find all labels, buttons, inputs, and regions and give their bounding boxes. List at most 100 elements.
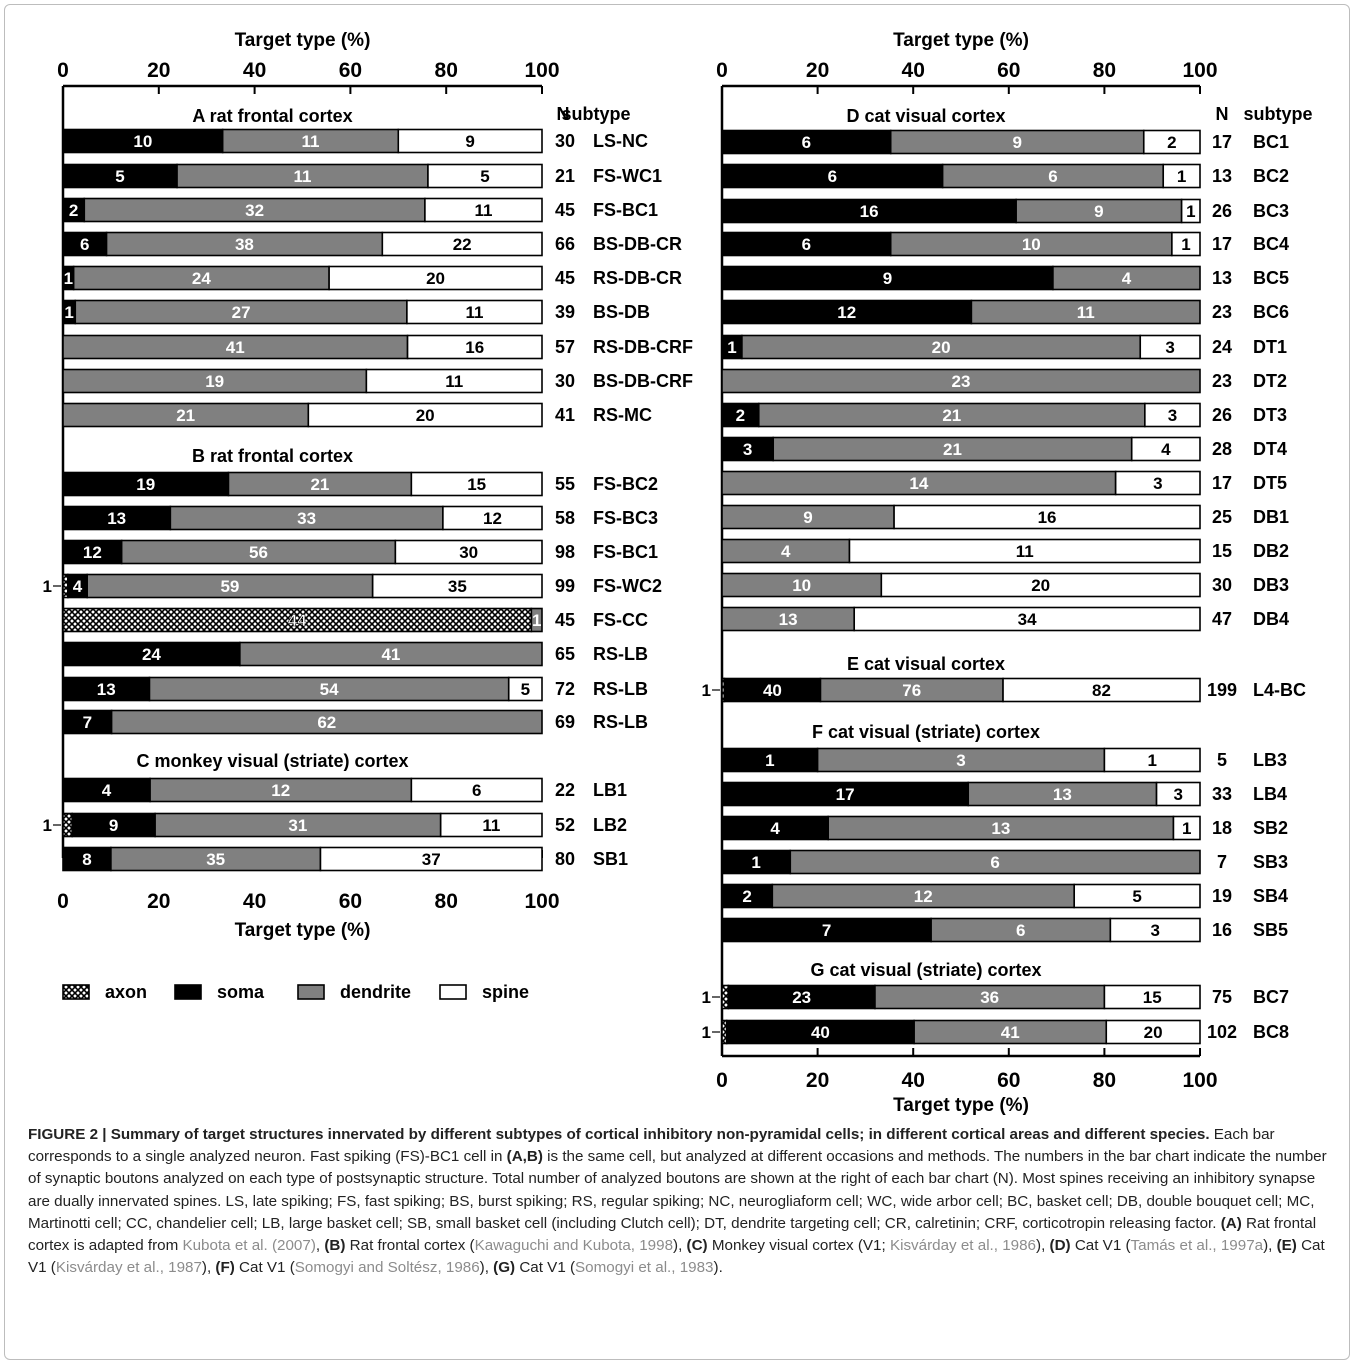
bar-value-label: 13 [107,509,126,528]
bar-segment-spine [442,505,543,531]
bar-segment-spine [1139,334,1201,360]
bar-value-label: 11 [294,167,312,186]
caption-reference-link[interactable]: Kisvárday et al., 1986 [889,1237,1037,1255]
bar-value-label: 4 [102,781,112,800]
bar-value-label: 4 [1161,440,1171,459]
bar-value-label: 41 [381,645,400,664]
subtype-label: BC3 [1253,201,1289,221]
caption-bold: (A) [1220,1214,1242,1232]
bar-value-label: 3 [1165,338,1174,357]
bar-value-label: 13 [97,680,116,699]
bar-value-label: 3 [1168,406,1177,425]
legend-label-spine: spine [482,982,529,1002]
caption-text: Cat V1 ( [1070,1237,1131,1255]
bar-value-label: 22 [453,235,472,254]
bar-value-label: 20 [416,406,435,425]
bar-value-label: 16 [1038,508,1057,527]
x-tick-label: 20 [806,1069,829,1092]
bar-value-label: 34 [1018,610,1037,629]
bar-value-label: 23 [792,988,811,1007]
x-tick-label: 0 [716,1069,728,1092]
n-column-header: N [557,104,570,124]
x-tick-label: 20 [147,890,170,913]
bar-segment-spine [1073,883,1201,909]
caption-reference-link[interactable]: Kubota et al. (2007) [182,1237,316,1255]
bar-value-label: 15 [467,475,486,494]
n-value: 30 [555,371,575,391]
bar-segment-spine [307,402,543,428]
panel-title-c: C monkey visual (striate) cortex [136,751,408,771]
x-axis-title-top: Target type (%) [893,30,1029,51]
bar-value-label: 13 [779,610,798,629]
bar-segment-spine [507,676,543,702]
bar-value-label: 41 [1001,1023,1020,1042]
bar-value-label: 41 [226,338,245,357]
caption-text: Cat V1 ( [515,1259,576,1277]
bar-value-label: 82 [1092,681,1111,700]
axon-count-label: 1 [43,816,52,835]
caption-reference-link[interactable]: Kisvárday et al., 1987 [55,1259,202,1277]
n-value: 80 [555,849,575,869]
caption-reference-link[interactable]: Kawaguchi and Kubota, 1998 [474,1237,674,1255]
n-value: 98 [555,542,575,562]
bar-value-label: 6 [802,133,811,152]
caption-bold: (F) [215,1259,235,1277]
n-value: 28 [1212,439,1232,459]
subtype-label: DT5 [1253,473,1287,493]
bar-value-label: 12 [483,509,502,528]
bar-value-label: 10 [133,132,152,151]
subtype-label: FS-CC [593,610,648,630]
bar-value-label: 20 [932,338,951,357]
bar-value-label: 35 [206,850,225,869]
bar-segment-spine [397,128,543,154]
subtype-label: RS-DB-CR [593,268,682,288]
subtype-label: BS-DB-CRF [593,371,693,391]
bar-value-label: 10 [792,576,811,595]
n-value: 21 [555,166,575,186]
n-value: 199 [1207,680,1237,700]
bar-value-label: 15 [1143,988,1162,1007]
bar-value-label: 16 [465,338,484,357]
axon-count-label: 1 [702,681,711,700]
bar-value-label: 12 [271,781,290,800]
caption-text: is the same cell, but analyzed at differ… [28,1148,1327,1232]
bar-value-label: 11 [482,816,500,835]
legend-swatch-soma [174,984,202,1000]
caption-text: ), [673,1237,687,1255]
n-value: 66 [555,234,575,254]
bar-value-label: 23 [952,372,971,391]
bar-value-label: 11 [465,303,483,322]
bar-value-label: 54 [320,680,339,699]
subtype-label: LB1 [593,780,627,800]
bar-value-label: 1 [727,338,736,357]
bar-value-label: 9 [465,132,474,151]
n-value: 18 [1212,818,1232,838]
caption-bold: (A,B) [506,1148,543,1166]
x-tick-label: 80 [1093,1069,1116,1092]
bar-value-label: 38 [235,235,254,254]
bar-value-label: 40 [811,1023,830,1042]
caption-text: Monkey visual cortex (V1; [707,1237,890,1255]
bar-value-label: 36 [980,988,999,1007]
bar-value-label: 62 [317,713,336,732]
subtype-label: DB3 [1253,575,1289,595]
bar-segment-spine [394,539,543,565]
subtype-label: BC1 [1253,132,1289,152]
subtype-label: FS-BC1 [593,542,658,562]
bar-value-label: 1 [765,751,774,770]
bar-segment-spine [848,538,1201,564]
bar-segment-spine [439,812,543,838]
caption-reference-link[interactable]: Tamás et al., 1997a [1130,1237,1264,1255]
subtype-label: SB1 [593,849,628,869]
bar-value-label: 5 [1132,887,1141,906]
x-tick-label: 40 [243,59,266,82]
caption-reference-link[interactable]: Somogyi et al., 1983 [575,1259,714,1277]
bar-segment-spine [1105,1019,1201,1045]
n-value: 45 [555,268,575,288]
n-value: 22 [555,780,575,800]
subtype-label: DT1 [1253,337,1287,357]
bar-value-label: 2 [69,201,78,220]
caption-reference-link[interactable]: Somogyi and Soltész, 1986 [294,1259,480,1277]
n-value: 17 [1212,132,1232,152]
subtype-label: RS-DB-CRF [593,337,693,357]
